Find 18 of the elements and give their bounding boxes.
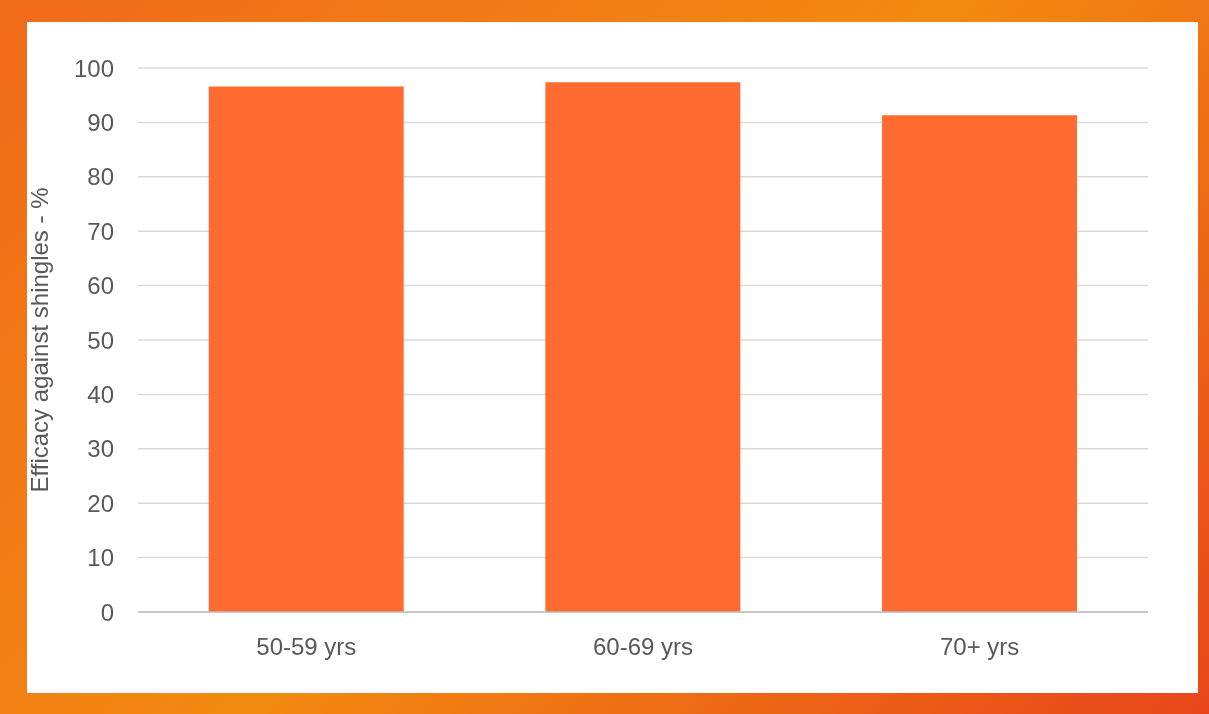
y-tick-label: 20	[87, 489, 114, 517]
bar	[545, 82, 741, 612]
x-tick-label: 60-69 yrs	[592, 633, 694, 661]
y-tick-label: 100	[73, 54, 114, 82]
x-tick-label: 50-59 yrs	[256, 633, 357, 661]
y-tick-label: 10	[87, 544, 114, 572]
y-tick-label: 70	[87, 217, 114, 245]
bar	[208, 86, 404, 612]
y-axis-title: Efficacy against shingles - %	[25, 187, 53, 493]
y-tick-label: 50	[87, 326, 114, 354]
y-tick-label: 40	[87, 380, 114, 408]
bar	[882, 115, 1078, 612]
y-tick-label: 0	[100, 598, 114, 626]
x-tick-label: 70+ yrs	[939, 633, 1020, 661]
y-tick-label: 90	[87, 108, 114, 136]
y-tick-label: 60	[87, 272, 114, 300]
y-tick-label: 30	[87, 435, 114, 463]
y-tick-label: 80	[87, 163, 114, 191]
